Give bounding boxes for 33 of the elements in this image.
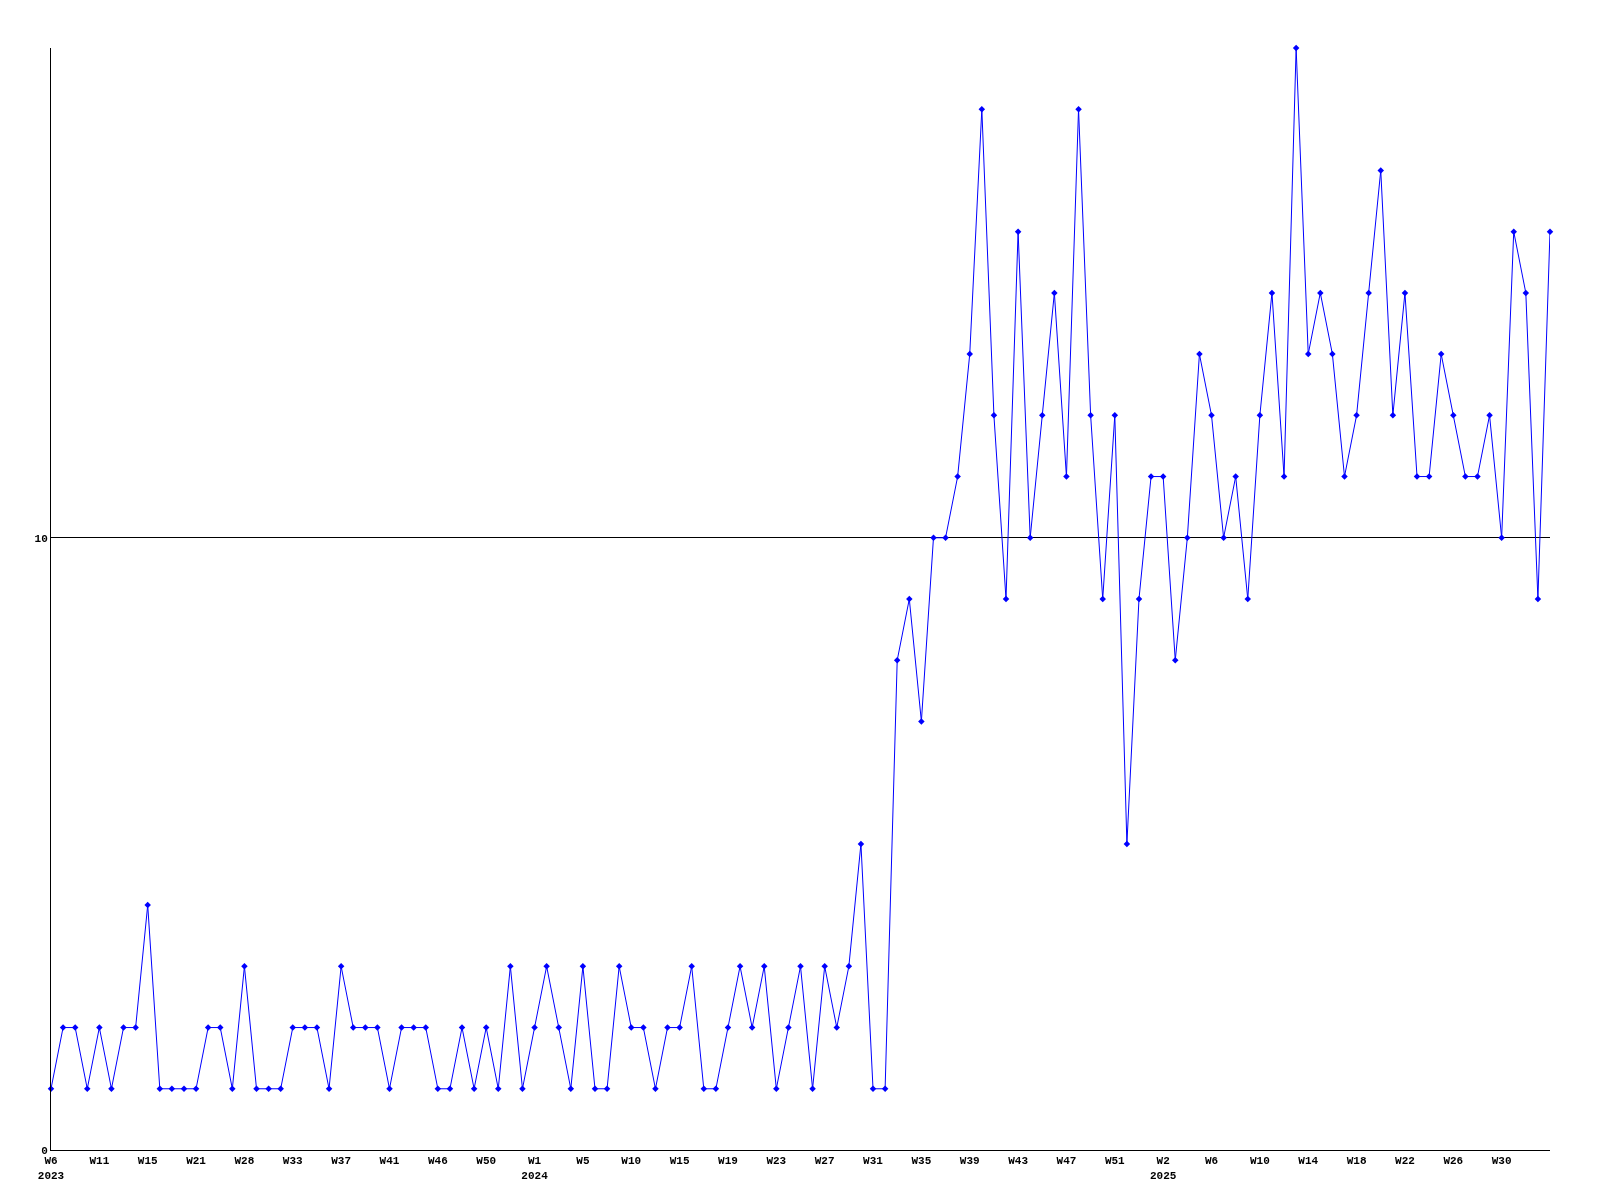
x-tick-label: W47 <box>1056 1155 1077 1168</box>
x-tick-label: W6 <box>1204 1155 1219 1168</box>
x-tick-label: W10 <box>1249 1155 1270 1168</box>
x-tick-label: W5 <box>576 1155 590 1168</box>
x-tick-label: W46 <box>427 1155 448 1168</box>
x-tick-label: W31 <box>863 1155 884 1168</box>
x-tick-label: W51 <box>1104 1155 1126 1168</box>
x-tick-label: W30 <box>1491 1155 1512 1168</box>
x-tick-label: W23 <box>766 1155 787 1168</box>
x-tick-label: W37 <box>331 1155 352 1168</box>
x-tick-label: W15 <box>137 1155 159 1168</box>
x-tick-label: W19 <box>718 1155 738 1168</box>
y-tick-label: 10 <box>34 532 48 545</box>
x-tick-label: W15 <box>669 1155 690 1168</box>
y-tick-label: 0 <box>41 1144 48 1157</box>
x-tick-label: W26 <box>1443 1155 1464 1168</box>
x-tick-label: W10 <box>621 1155 642 1168</box>
x-tick-label: W27 <box>814 1155 835 1168</box>
x-tick-label: W18 <box>1346 1155 1367 1168</box>
x-tick-label: W11 <box>89 1155 110 1168</box>
x-tick-label: W50 <box>476 1155 497 1168</box>
x-tick-label: W6 2023 <box>37 1155 65 1182</box>
x-tick-label: W22 <box>1395 1155 1415 1168</box>
x-tick-label: W2 2025 <box>1149 1155 1177 1182</box>
x-tick-label: W21 <box>186 1155 207 1168</box>
x-tick-label: W41 <box>379 1155 400 1168</box>
x-tick-label: W14 <box>1298 1155 1319 1168</box>
x-tick-label: W43 <box>1008 1155 1029 1168</box>
x-tick-label: W28 <box>234 1155 255 1168</box>
x-tick-label: W33 <box>282 1155 304 1168</box>
x-tick-label: W1 2024 <box>521 1155 549 1182</box>
x-tick-label: W35 <box>911 1155 932 1168</box>
x-tick-label: W39 <box>959 1155 980 1168</box>
